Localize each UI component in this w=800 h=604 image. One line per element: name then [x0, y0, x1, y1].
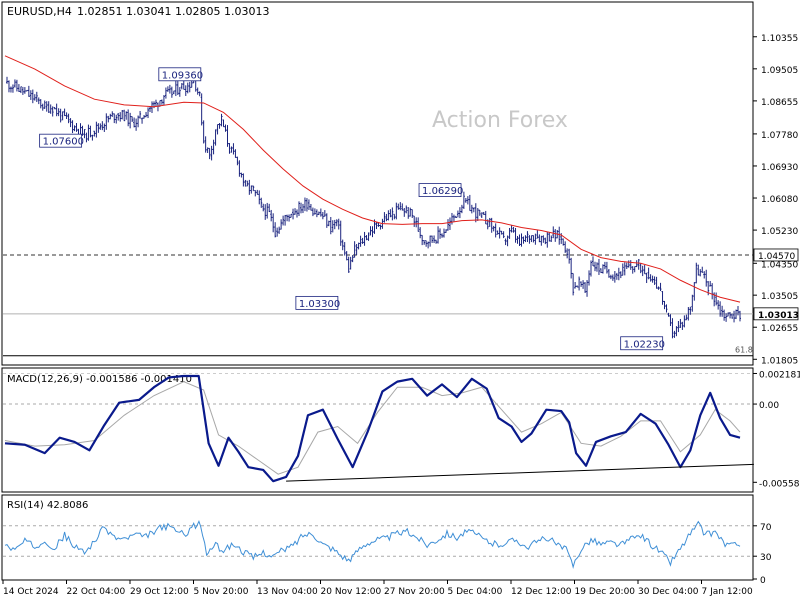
- current-price-box: [753, 307, 799, 321]
- macd-signal-line: [4, 381, 741, 475]
- rsi-line: [4, 519, 741, 569]
- price-y-tick-label: 1.07780: [761, 131, 798, 141]
- rsi-y-axis: 70 30 0: [3, 523, 772, 586]
- x-tick-label: 14 Oct 2024: [3, 587, 59, 597]
- macd-y-tick-label: 0.002181: [759, 370, 800, 380]
- price-y-tick-label: 1.01805: [761, 356, 798, 366]
- rsi-y-tick-label: 0: [760, 576, 766, 586]
- x-tick-label: 30 Dec 04:00: [638, 587, 699, 597]
- macd-lines: [4, 374, 754, 483]
- price-annotation-box: [620, 336, 664, 351]
- price-annotations: 1.09360 1.07600 1.06290 1.03300 1.02230: [39, 67, 665, 351]
- price-y-tick-label: 1.03505: [761, 292, 798, 302]
- time-x-axis: 14 Oct 2024 22 Oct 04:00 29 Oct 12:00 5 Nov…: [2, 580, 754, 597]
- rsi-line: [4, 519, 741, 569]
- current-price-label: 1.03013: [758, 311, 799, 321]
- price-y-tick-label: 1.06930: [761, 163, 798, 173]
- x-tick-label: 20 Nov 12:00: [321, 587, 382, 597]
- x-tick-label: 5 Dec 04:00: [448, 587, 503, 597]
- x-tick-label: 27 Nov 20:00: [384, 587, 445, 597]
- rsi-y-tick-label: 70: [760, 523, 772, 533]
- price-y-tick-label: 1.09505: [761, 66, 798, 76]
- price-y-axis: 1.10355 1.09505 1.08655 1.07780 1.06930 1.060…: [753, 34, 798, 366]
- moving-average-line: [4, 55, 741, 303]
- price-annotation-label: 1.09360: [162, 70, 203, 81]
- price-annotation-box: [295, 295, 339, 310]
- price-annotation-label: 1.06290: [422, 186, 463, 197]
- price-annotation-box: [418, 183, 462, 198]
- price-y-tick-label: 1.06080: [761, 195, 798, 205]
- macd-title: MACD(12,26,9) -0.001586 -0.001410: [7, 374, 192, 385]
- price-annotation-label: 1.03300: [299, 299, 340, 310]
- x-tick-label: 13 Nov 04:00: [257, 587, 318, 597]
- price-annotation-label: 1.02230: [624, 339, 665, 350]
- price-horizontal-levels: 1.04570 1.03013 61.8: [3, 248, 799, 357]
- price-y-tick-label: 1.05230: [761, 227, 798, 237]
- watermark: Action Forex: [432, 108, 568, 133]
- price-annotation-label: 1.07600: [43, 137, 84, 148]
- x-tick-label: 22 Oct 04:00: [67, 587, 126, 597]
- header-ohlc: 1.02851 1.03041 1.02805 1.03013: [77, 5, 269, 18]
- x-tick-label: 12 Dec 12:00: [511, 587, 572, 597]
- price-level-box: [753, 248, 799, 262]
- price-y-tick-label: 1.10355: [761, 34, 798, 44]
- price-y-tick-label: 1.08655: [761, 98, 798, 108]
- price-annotation-box: [158, 67, 202, 82]
- macd-main-line: [4, 374, 741, 483]
- header-symbol: EURUSD,H4: [7, 5, 72, 18]
- macd-y-tick-label: 0.00: [759, 401, 779, 411]
- fibonacci-level-label: 61.8: [735, 346, 753, 355]
- x-tick-label: 29 Oct 12:00: [130, 587, 189, 597]
- x-tick-label: 7 Jan 12:00: [702, 587, 754, 597]
- price-sma-line: [4, 55, 741, 303]
- x-tick-label: 5 Nov 20:00: [194, 587, 249, 597]
- price-annotation-box: [39, 133, 83, 148]
- price-y-tick-label: 1.02655: [761, 324, 798, 334]
- macd-y-tick-label: -0.00558: [759, 479, 800, 489]
- x-tick-label: 19 Dec 20:00: [575, 587, 636, 597]
- price-level-label: 1.04570: [758, 252, 795, 262]
- price-y-tick-label: 1.04350: [761, 260, 798, 270]
- rsi-title: RSI(14) 42.8086: [7, 500, 88, 511]
- rsi-y-tick-label: 30: [760, 553, 772, 563]
- price-candles: [5, 75, 741, 339]
- price-pane-frame: [1, 1, 754, 366]
- macd-pane-frame: [1, 367, 754, 493]
- macd-trendline: [286, 463, 754, 482]
